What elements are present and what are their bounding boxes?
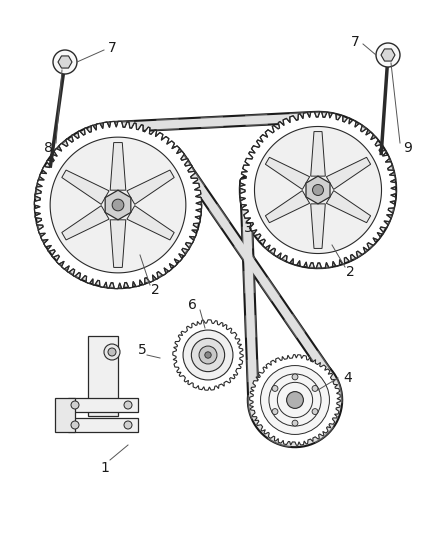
Text: 7: 7 <box>108 41 117 55</box>
Text: 3: 3 <box>244 221 252 235</box>
Text: 7: 7 <box>351 35 359 49</box>
Polygon shape <box>381 49 395 61</box>
Polygon shape <box>62 170 109 204</box>
Text: 2: 2 <box>151 283 159 297</box>
Circle shape <box>272 385 278 391</box>
Polygon shape <box>306 176 330 204</box>
Circle shape <box>286 392 304 408</box>
Circle shape <box>376 43 400 67</box>
Polygon shape <box>62 206 109 240</box>
Polygon shape <box>110 142 126 190</box>
Polygon shape <box>326 157 371 189</box>
Circle shape <box>269 374 321 426</box>
Polygon shape <box>110 220 126 268</box>
Text: 1: 1 <box>101 461 110 475</box>
Polygon shape <box>326 191 371 223</box>
Circle shape <box>191 338 225 372</box>
Polygon shape <box>311 204 325 248</box>
Circle shape <box>277 382 313 418</box>
Circle shape <box>124 421 132 429</box>
Text: 8: 8 <box>43 141 53 155</box>
FancyBboxPatch shape <box>88 336 118 416</box>
Circle shape <box>183 330 233 380</box>
FancyBboxPatch shape <box>55 398 75 432</box>
Polygon shape <box>265 157 310 189</box>
Circle shape <box>292 420 298 426</box>
Polygon shape <box>265 191 310 223</box>
Polygon shape <box>240 112 396 268</box>
Polygon shape <box>254 126 381 254</box>
Polygon shape <box>105 190 131 220</box>
Polygon shape <box>127 206 174 240</box>
Circle shape <box>108 348 116 356</box>
Circle shape <box>292 374 298 380</box>
Circle shape <box>313 184 324 196</box>
Text: 4: 4 <box>344 371 353 385</box>
Circle shape <box>53 50 77 74</box>
Polygon shape <box>35 122 201 288</box>
Circle shape <box>205 352 211 358</box>
Polygon shape <box>311 132 325 176</box>
Polygon shape <box>127 170 174 204</box>
Polygon shape <box>173 320 243 390</box>
Text: 5: 5 <box>138 343 146 357</box>
Circle shape <box>312 385 318 391</box>
Circle shape <box>312 409 318 415</box>
Circle shape <box>112 199 124 211</box>
Polygon shape <box>250 354 340 446</box>
Polygon shape <box>58 56 72 68</box>
Text: 2: 2 <box>346 265 354 279</box>
Polygon shape <box>50 137 186 273</box>
Circle shape <box>71 401 79 409</box>
Circle shape <box>199 346 217 364</box>
Circle shape <box>104 344 120 360</box>
Circle shape <box>71 421 79 429</box>
FancyBboxPatch shape <box>68 398 138 412</box>
FancyBboxPatch shape <box>68 418 138 432</box>
Text: 9: 9 <box>403 141 413 155</box>
Circle shape <box>272 409 278 415</box>
Circle shape <box>261 366 329 434</box>
Text: 6: 6 <box>187 298 196 312</box>
Circle shape <box>124 401 132 409</box>
